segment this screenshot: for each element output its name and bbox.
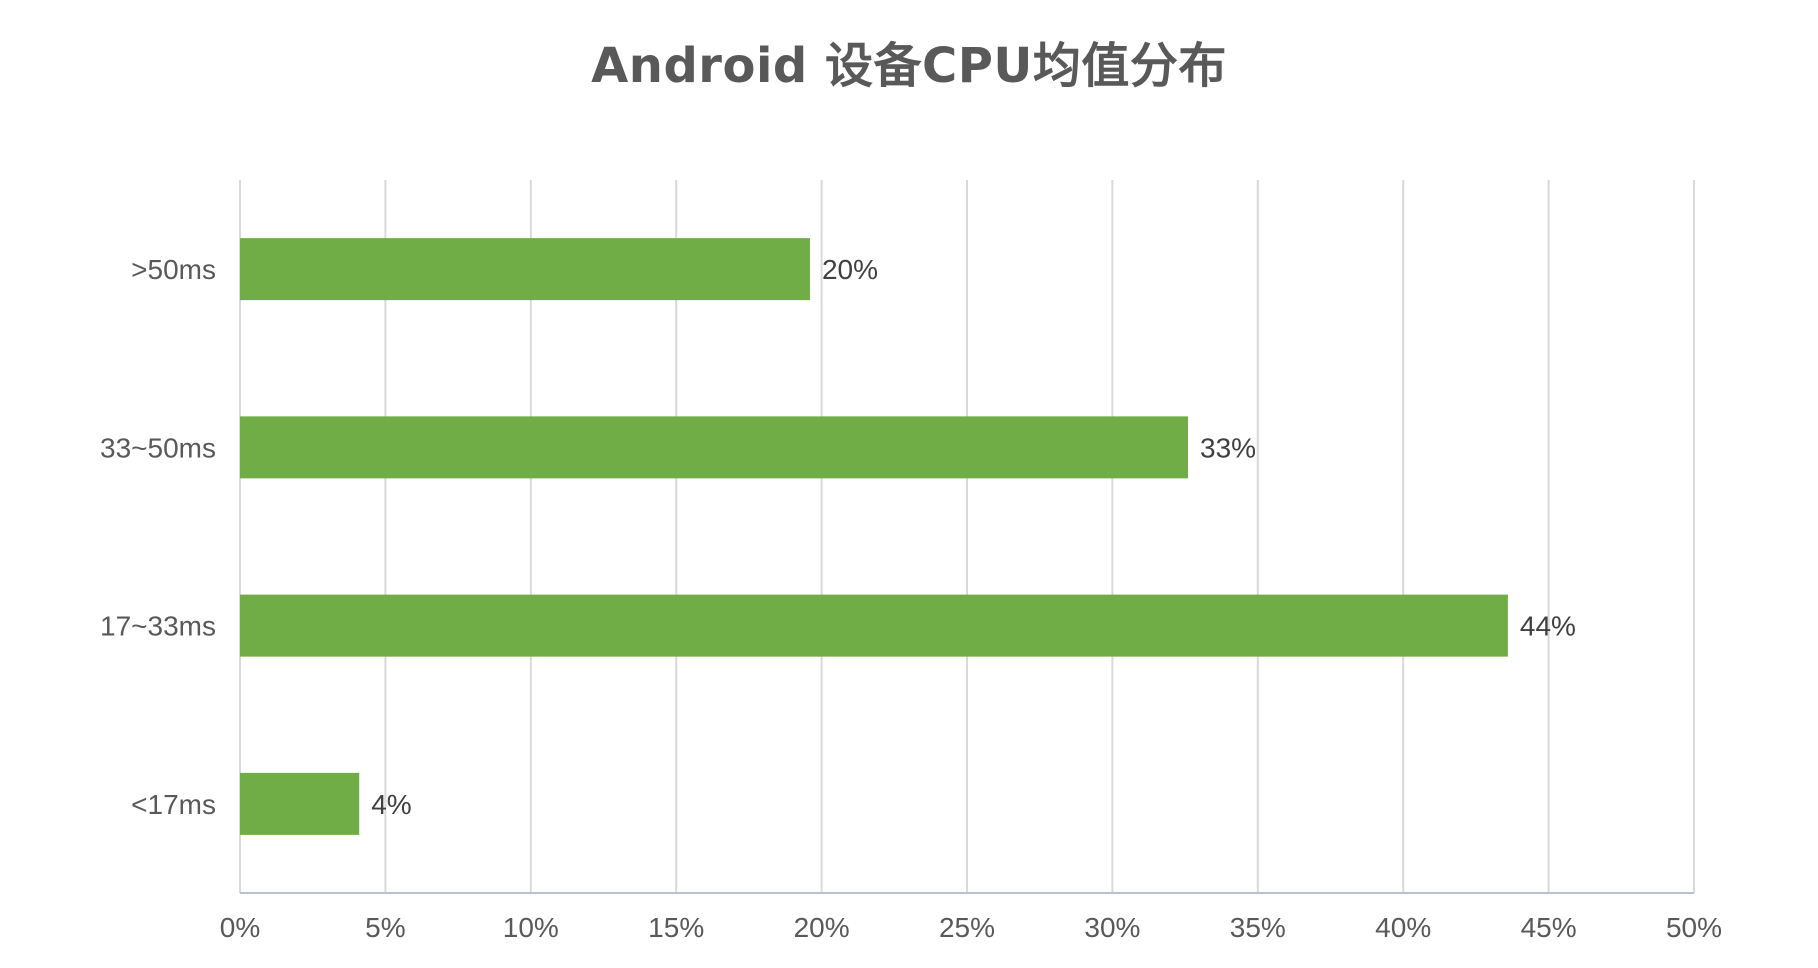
x-tick-label: 40% [1375,912,1431,943]
x-tick-label: 5% [365,912,405,943]
x-tick-label: 0% [220,912,260,943]
chart-title: Android 设备CPU均值分布 [591,38,1227,94]
x-tick-label: 35% [1230,912,1286,943]
bar [240,416,1189,479]
x-tick-label: 25% [939,912,995,943]
y-tick-label: 17~33ms [100,611,216,642]
bar [240,772,360,835]
y-tick-label: <17ms [131,789,216,820]
data-label: 4% [371,789,411,820]
x-tick-label: 30% [1084,912,1140,943]
data-label: 44% [1520,611,1576,642]
x-tick-label: 50% [1666,912,1722,943]
y-tick-label: >50ms [131,254,216,285]
x-tick-label: 20% [794,912,850,943]
data-label: 33% [1200,432,1256,463]
y-tick-label: 33~50ms [100,432,216,463]
x-tick-label: 10% [503,912,559,943]
bar [240,238,810,301]
data-label: 20% [822,254,878,285]
bar [240,594,1508,657]
x-tick-label: 45% [1521,912,1577,943]
x-tick-label: 15% [648,912,704,943]
